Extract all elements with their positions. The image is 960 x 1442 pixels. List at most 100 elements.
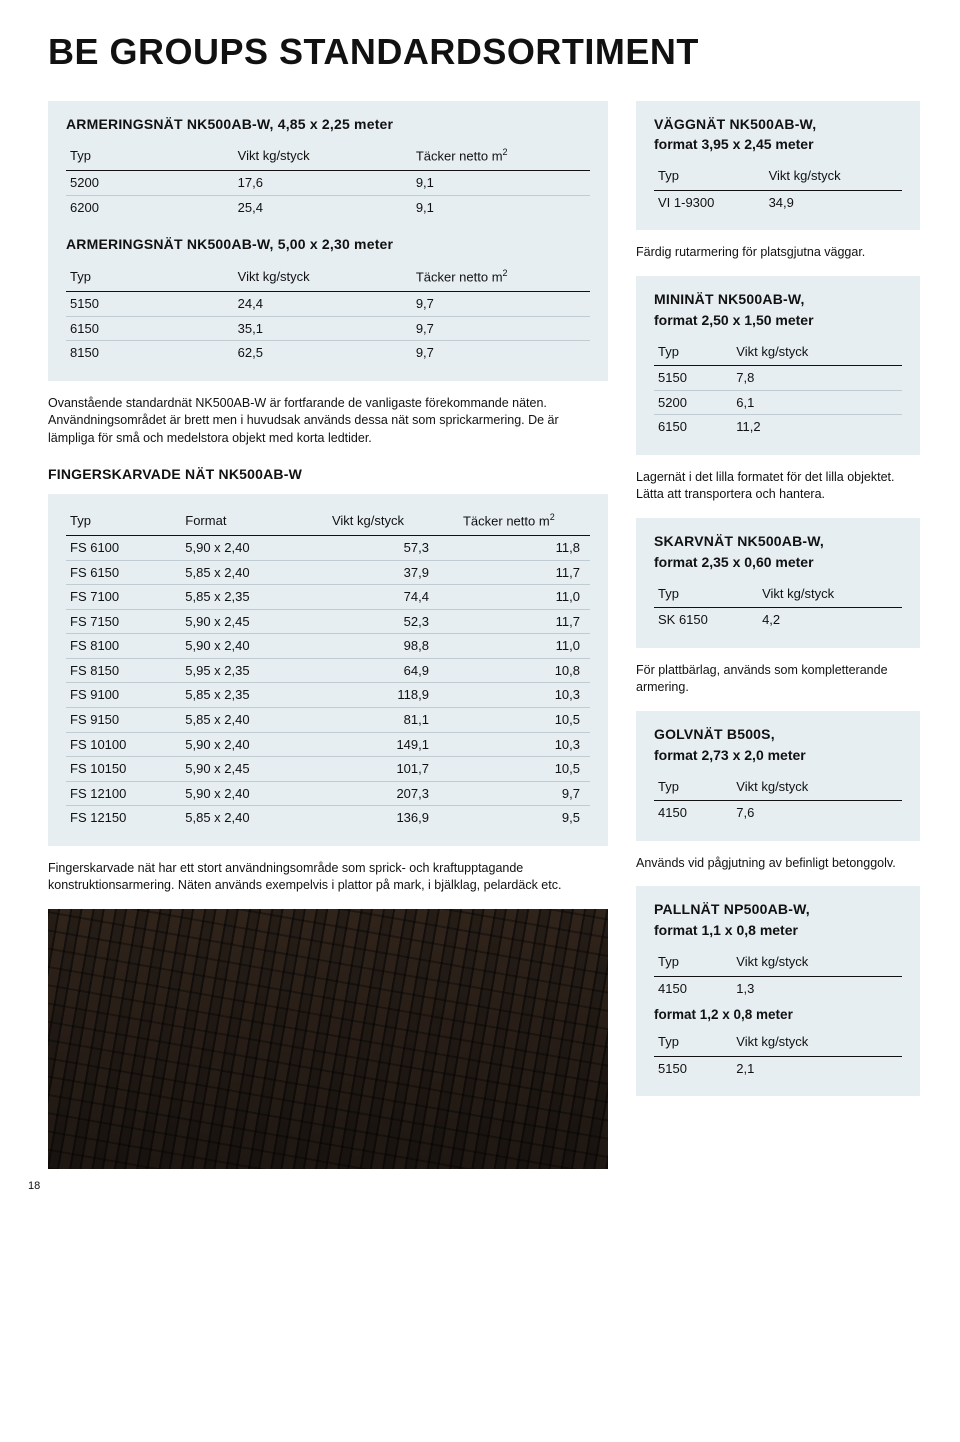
th: Vikt kg/styck — [765, 164, 902, 190]
cell: 17,6 — [234, 171, 412, 196]
cell: 4,2 — [758, 608, 902, 632]
cell: FS 6100 — [66, 536, 181, 561]
th: Vikt kg/styck — [234, 264, 412, 291]
cell: VI 1-9300 — [654, 190, 765, 214]
table-row: 520017,69,1 — [66, 171, 590, 196]
page: BE GROUPS STANDARDSORTIMENT ARMERINGSNÄT… — [0, 0, 960, 1214]
table-row: 615011,2 — [654, 415, 902, 439]
table1-title: ARMERINGSNÄT NK500AB-W, 4,85 x 2,25 mete… — [66, 115, 590, 134]
th: Täcker netto m2 — [459, 508, 590, 535]
table-row: FS 101505,90 x 2,45101,710,5 — [66, 757, 590, 782]
th: Typ — [66, 264, 234, 291]
cell: 9,7 — [412, 341, 590, 365]
table-row: FS 61005,90 x 2,4057,311,8 — [66, 536, 590, 561]
table-pallnat-2: Typ Vikt kg/styck 51502,1 — [654, 1030, 902, 1080]
cell: 98,8 — [328, 634, 459, 659]
cell: FS 12150 — [66, 806, 181, 830]
pallnat-title: PALLNÄT NP500AB-W, — [654, 900, 902, 919]
cell: FS 7100 — [66, 585, 181, 610]
table-row: FS 91505,85 x 2,4081,110,5 — [66, 707, 590, 732]
cell: 10,5 — [459, 757, 590, 782]
box-vaggnat: VÄGGNÄT NK500AB-W, format 3,95 x 2,45 me… — [636, 101, 920, 231]
table2: Typ Vikt kg/styck Täcker netto m2 515024… — [66, 264, 590, 365]
box-pallnat: PALLNÄT NP500AB-W, format 1,1 x 0,8 mete… — [636, 886, 920, 1096]
cell: FS 6150 — [66, 560, 181, 585]
cell: FS 7150 — [66, 609, 181, 634]
table-row: FS 101005,90 x 2,40149,110,3 — [66, 732, 590, 757]
cell: 9,7 — [459, 781, 590, 806]
th: Vikt kg/styck — [234, 143, 412, 170]
th: Typ — [654, 582, 758, 608]
cell: 9,7 — [412, 292, 590, 317]
cell: 81,1 — [328, 707, 459, 732]
cell: 5,90 x 2,40 — [181, 634, 328, 659]
vaggnat-title: VÄGGNÄT NK500AB-W, — [654, 115, 902, 134]
th: Vikt kg/styck — [732, 775, 902, 801]
cell: 5,90 x 2,45 — [181, 757, 328, 782]
th: Vikt kg/styck — [732, 340, 902, 366]
cell: 11,8 — [459, 536, 590, 561]
cell: 101,7 — [328, 757, 459, 782]
golvnat-note: Används vid pågjutning av befinligt beto… — [636, 855, 920, 873]
cell: 9,5 — [459, 806, 590, 830]
table-row: 51502,1 — [654, 1056, 902, 1080]
th: Täcker netto m2 — [412, 143, 590, 170]
cell: FS 9150 — [66, 707, 181, 732]
golvnat-title: GOLVNÄT B500S, — [654, 725, 902, 744]
skarvnat-subtitle: format 2,35 x 0,60 meter — [654, 553, 902, 572]
golvnat-subtitle: format 2,73 x 2,0 meter — [654, 746, 902, 765]
cell: 24,4 — [234, 292, 412, 317]
cell: 6,1 — [732, 390, 902, 415]
two-column-layout: ARMERINGSNÄT NK500AB-W, 4,85 x 2,25 mete… — [48, 101, 920, 1169]
table-row: 52006,1 — [654, 390, 902, 415]
table-row: VI 1-930034,9 — [654, 190, 902, 214]
table-box-armeringsnat: ARMERINGSNÄT NK500AB-W, 4,85 x 2,25 mete… — [48, 101, 608, 381]
th: Vikt kg/styck — [732, 950, 902, 976]
page-title: BE GROUPS STANDARDSORTIMENT — [48, 28, 920, 77]
cell: 8150 — [66, 341, 234, 365]
cell: 7,6 — [732, 801, 902, 825]
paragraph-standardnat: Ovanstående standardnät NK500AB-W är for… — [48, 395, 608, 448]
cell: FS 8100 — [66, 634, 181, 659]
table-golvnat: Typ Vikt kg/styck 41507,6 — [654, 775, 902, 825]
cell: 5,90 x 2,40 — [181, 536, 328, 561]
cell: 5200 — [654, 390, 732, 415]
cell: 5,90 x 2,40 — [181, 781, 328, 806]
th: Vikt kg/styck — [328, 508, 459, 535]
cell: 6150 — [654, 415, 732, 439]
cell: 5200 — [66, 171, 234, 196]
cell: 207,3 — [328, 781, 459, 806]
cell: 35,1 — [234, 316, 412, 341]
cell: 5,85 x 2,35 — [181, 683, 328, 708]
table-skarvnat: Typ Vikt kg/styck SK 61504,2 — [654, 582, 902, 632]
table-row: SK 61504,2 — [654, 608, 902, 632]
cell: 6200 — [66, 195, 234, 219]
table-row: 815062,59,7 — [66, 341, 590, 365]
cell: 10,5 — [459, 707, 590, 732]
product-photo-rebar-mesh — [48, 909, 608, 1169]
table-row: 620025,49,1 — [66, 195, 590, 219]
paragraph-fingerskarvade: Fingerskarvade nät har ett stort användn… — [48, 860, 608, 895]
box-skarvnat: SKARVNÄT NK500AB-W, format 2,35 x 0,60 m… — [636, 518, 920, 648]
cell: 10,8 — [459, 658, 590, 683]
cell: 136,9 — [328, 806, 459, 830]
table-row: FS 71005,85 x 2,3574,411,0 — [66, 585, 590, 610]
cell: 5,90 x 2,40 — [181, 732, 328, 757]
cell: 52,3 — [328, 609, 459, 634]
cell: 5150 — [66, 292, 234, 317]
mininat-note: Lagernät i det lilla formatet för det li… — [636, 469, 920, 504]
cell: SK 6150 — [654, 608, 758, 632]
table-pallnat-1: Typ Vikt kg/styck 41501,3 — [654, 950, 902, 1000]
skarvnat-title: SKARVNÄT NK500AB-W, — [654, 532, 902, 551]
pallnat-subtitle2: format 1,2 x 0,8 meter — [654, 1006, 902, 1024]
cell: 5,85 x 2,35 — [181, 585, 328, 610]
table-row: FS 121505,85 x 2,40136,99,5 — [66, 806, 590, 830]
table3-title: FINGERSKARVADE NÄT NK500AB-W — [48, 465, 608, 484]
cell: 11,7 — [459, 609, 590, 634]
left-column: ARMERINGSNÄT NK500AB-W, 4,85 x 2,25 mete… — [48, 101, 608, 1169]
cell: 11,7 — [459, 560, 590, 585]
mininat-subtitle: format 2,50 x 1,50 meter — [654, 311, 902, 330]
table-vaggnat: Typ Vikt kg/styck VI 1-930034,9 — [654, 164, 902, 214]
table-row: FS 121005,90 x 2,40207,39,7 — [66, 781, 590, 806]
right-column: VÄGGNÄT NK500AB-W, format 3,95 x 2,45 me… — [636, 101, 920, 1169]
